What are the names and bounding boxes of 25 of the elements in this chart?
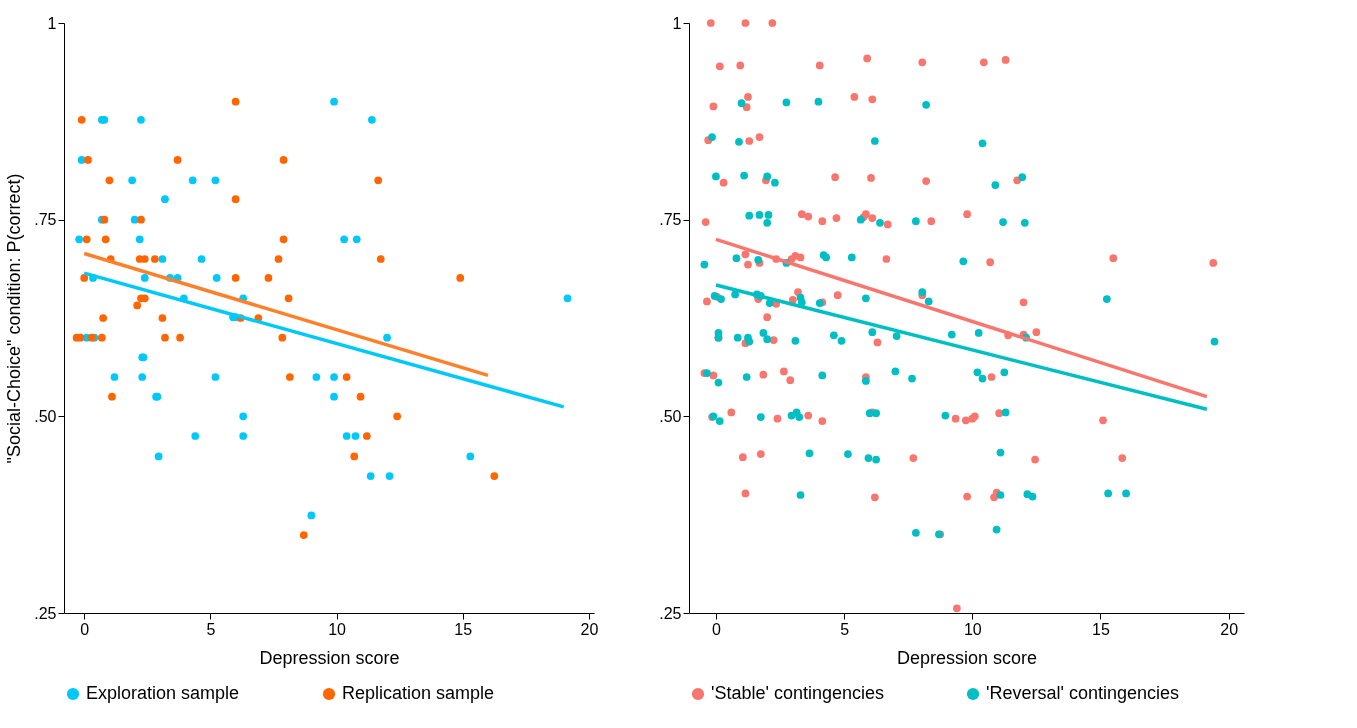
legend-label: Replication sample [342, 683, 495, 703]
y-tick-label: 1 [47, 14, 57, 32]
legend-label: 'Stable' contingencies [711, 683, 884, 703]
x-tick-label: 5 [840, 620, 850, 638]
y-tick-label: .50 [659, 407, 682, 425]
x-tick-label: 0 [80, 620, 90, 638]
x-axis-title: Depression score [896, 647, 1038, 668]
x-tick-label: 15 [1092, 620, 1110, 638]
y-axis-title: "Social-Choice" condition: P(correct) [4, 173, 25, 464]
x-tick-label: 10 [963, 620, 982, 638]
x-tick-label: 20 [580, 620, 599, 638]
x-tick-label: 0 [711, 620, 721, 638]
x-tick-label: 5 [206, 620, 216, 638]
x-tick-label: 20 [1220, 620, 1239, 638]
y-tick-label: .75 [659, 211, 682, 229]
legend-label: Exploration sample [86, 683, 240, 703]
x-axis-title: Depression score [259, 647, 400, 668]
x-tick-label: 10 [328, 620, 347, 638]
y-tick-label: .25 [34, 604, 57, 622]
y-tick-label: .50 [34, 407, 57, 425]
y-tick-label: 1 [672, 14, 682, 32]
x-tick-label: 15 [454, 620, 473, 638]
y-tick-label: .25 [659, 604, 682, 622]
legend-label: 'Reversal' contingencies [986, 683, 1179, 703]
y-tick-label: .75 [34, 211, 57, 229]
